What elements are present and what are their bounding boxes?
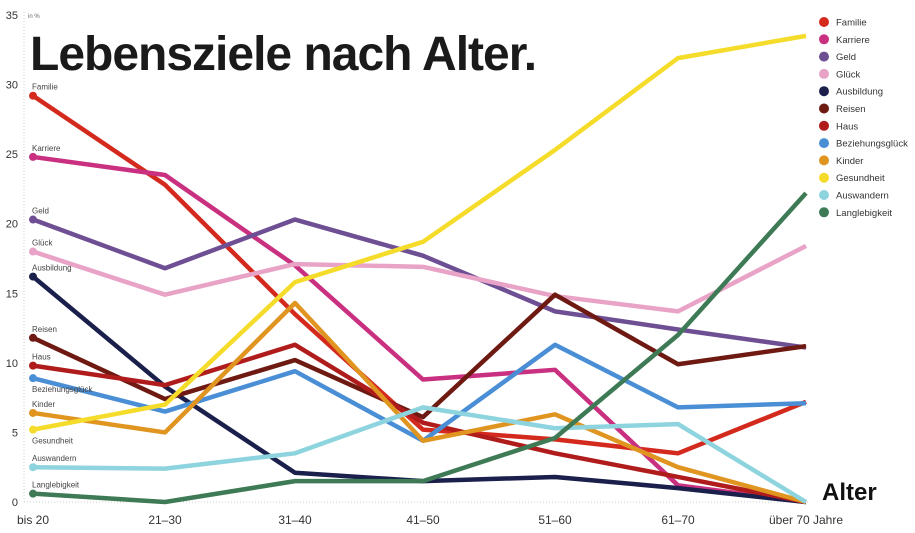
legend-item: Karriere [819, 34, 870, 46]
x-axis-title: Alter [822, 479, 877, 506]
legend-label: Langlebigkeit [836, 208, 892, 219]
series-start-point [29, 152, 37, 161]
legend-label: Geld [836, 52, 856, 63]
series-start-point [29, 247, 37, 256]
series-inline-label: Reisen [32, 325, 57, 334]
legend-marker [819, 68, 829, 79]
legend-label: Karriere [836, 35, 870, 46]
series-inline-label: Auswandern [32, 454, 76, 463]
series-line-reisen [32, 292, 807, 420]
series-inline-label: Haus [32, 353, 51, 362]
series-start-point [29, 374, 37, 383]
legend-item: Beziehungsglück [819, 138, 908, 150]
y-tick-label: 10 [6, 358, 18, 370]
legend-item: Glück [819, 68, 861, 80]
legend-marker [819, 51, 829, 62]
series-line-karriere [32, 154, 807, 505]
legend-label: Glück [836, 69, 861, 80]
legend-marker [819, 207, 829, 218]
legend-marker [819, 34, 829, 45]
legend-label: Haus [836, 121, 858, 132]
legend-label: Familie [836, 18, 867, 29]
legend-item: Haus [819, 120, 858, 132]
legend-label: Ausbildung [836, 87, 883, 98]
series-start-point [29, 463, 37, 472]
series-inline-label: Langlebigkeit [32, 481, 80, 490]
y-tick-label: 0 [12, 497, 18, 509]
series-start-point [29, 408, 37, 417]
legend-marker [819, 155, 829, 166]
series-inline-label: Ausbildung [32, 264, 72, 273]
y-tick-label: 25 [6, 149, 18, 161]
x-tick-label: 61–70 [661, 513, 695, 527]
legend-item: Kinder [819, 155, 863, 167]
legend-item: Geld [819, 51, 856, 63]
legend-label: Gesundheit [836, 173, 885, 184]
series-line-familie [31, 93, 807, 456]
y-tick-label: 5 [12, 427, 18, 439]
series-line-gesundheit [32, 33, 807, 432]
legend-marker [819, 86, 829, 97]
series-inline-label: Kinder [32, 400, 55, 409]
series-inline-label: Karriere [32, 144, 61, 153]
series-line-langlebigkeit [32, 191, 808, 505]
series-start-point [29, 272, 37, 281]
legend-item: Familie [819, 17, 867, 29]
legend-label: Beziehungsglück [836, 139, 908, 150]
legend-marker [819, 120, 829, 131]
series-line-glück [32, 243, 808, 314]
y-tick-label: 30 [6, 80, 18, 92]
legend-item: Reisen [819, 103, 866, 115]
series-inline-label: Geld [32, 207, 49, 216]
x-tick-label: 51–60 [538, 513, 572, 527]
chart-title: Lebensziele nach Alter. [30, 28, 536, 81]
legend-marker [819, 190, 829, 200]
series-start-point [29, 215, 37, 224]
series-line-geld [32, 217, 807, 350]
legend-marker [819, 138, 829, 149]
y-unit-label: in % [28, 14, 40, 20]
series-inline-label: Glück [32, 239, 53, 248]
series-start-point [29, 91, 37, 100]
x-tick-label: 41–50 [406, 513, 440, 527]
series-start-point [29, 333, 37, 342]
legend-item: Gesundheit [819, 172, 885, 184]
y-tick-label: 15 [6, 288, 18, 300]
series-line-kinder [32, 300, 807, 505]
y-tick-label: 35 [6, 10, 18, 22]
legend-marker [819, 172, 829, 183]
legend-label: Reisen [836, 104, 866, 115]
series-inline-label: Gesundheit [32, 437, 74, 446]
legend-marker [819, 103, 829, 114]
legend-item: Auswandern [819, 190, 889, 202]
x-tick-label: 31–40 [278, 513, 312, 527]
legend-label: Kinder [836, 156, 863, 167]
x-tick-label: bis 20 [17, 513, 49, 527]
series-inline-label: Beziehungsglück [32, 385, 93, 394]
series-start-point [29, 425, 37, 434]
series-inline-label: Familie [32, 83, 58, 92]
series-line-haus [32, 342, 807, 505]
x-tick-label: 21–30 [148, 513, 182, 527]
legend-item: Langlebigkeit [819, 207, 892, 219]
series-start-point [29, 361, 37, 370]
legend-label: Auswandern [836, 191, 889, 202]
series-start-point [29, 489, 37, 498]
legend-marker [819, 17, 829, 27]
series-line-auswandern [32, 405, 808, 504]
x-tick-label: über 70 Jahre [769, 513, 843, 527]
legend-item: Ausbildung [819, 86, 883, 98]
y-tick-label: 20 [6, 219, 18, 231]
